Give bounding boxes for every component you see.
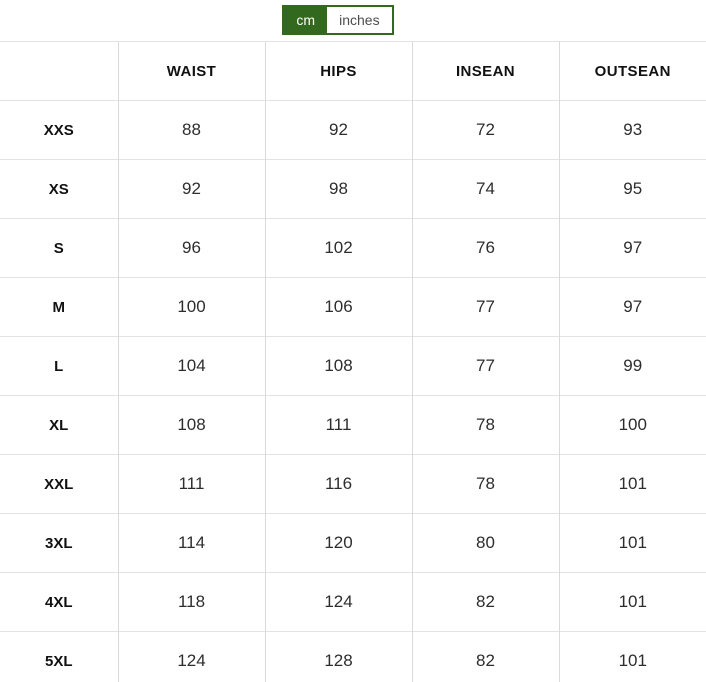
measurement-cell: 111 [117, 454, 265, 514]
header-row: WAIST HIPS INSEAN OUTSEAN [0, 41, 706, 101]
measurement-cell: 108 [264, 336, 412, 396]
measurement-cell: 77 [411, 336, 559, 396]
measurement-cell: 74 [411, 159, 559, 219]
measurement-cell: 100 [117, 277, 265, 337]
measurement-cell: 111 [264, 395, 412, 455]
size-label: 3XL [0, 513, 118, 573]
unit-toggle: cm inches [282, 5, 394, 35]
table-row: XXS 88 92 72 93 [0, 100, 706, 160]
size-label: S [0, 218, 118, 278]
corner-cell [0, 41, 118, 101]
measurement-cell: 124 [264, 572, 412, 632]
table-row: XS 92 98 74 95 [0, 159, 706, 219]
measurement-cell: 100 [558, 395, 706, 455]
size-label: XXS [0, 100, 118, 160]
measurement-cell: 101 [558, 454, 706, 514]
measurement-cell: 92 [117, 159, 265, 219]
measurement-cell: 101 [558, 513, 706, 573]
measurement-cell: 78 [411, 395, 559, 455]
table-row: XL 108 111 78 100 [0, 395, 706, 455]
measurement-cell: 78 [411, 454, 559, 514]
measurement-cell: 97 [558, 218, 706, 278]
table-body: XXS 88 92 72 93 XS 92 98 74 95 S 96 102 76 97 M 100 106 77… [0, 100, 706, 682]
measurement-cell: 104 [117, 336, 265, 396]
size-label: XXL [0, 454, 118, 514]
measurement-cell: 116 [264, 454, 412, 514]
table-row: 3XL 114 120 80 101 [0, 513, 706, 573]
measurement-cell: 77 [411, 277, 559, 337]
size-label: 4XL [0, 572, 118, 632]
size-label: L [0, 336, 118, 396]
measurement-cell: 82 [411, 631, 559, 682]
table-header: WAIST HIPS INSEAN OUTSEAN [0, 41, 706, 101]
measurement-cell: 82 [411, 572, 559, 632]
table-row: M 100 106 77 97 [0, 277, 706, 337]
table-row: XXL 111 116 78 101 [0, 454, 706, 514]
measurement-cell: 101 [558, 572, 706, 632]
measurement-cell: 108 [117, 395, 265, 455]
unit-cm-button[interactable]: cm [284, 7, 328, 33]
measurement-cell: 102 [264, 218, 412, 278]
measurement-cell: 97 [558, 277, 706, 337]
table-row: 5XL 124 128 82 101 [0, 631, 706, 682]
unit-toggle-area: cm inches [0, 0, 706, 41]
measurement-cell: 92 [264, 100, 412, 160]
measurement-cell: 120 [264, 513, 412, 573]
measurement-cell: 101 [558, 631, 706, 682]
measurement-cell: 88 [117, 100, 265, 160]
unit-inches-button[interactable]: inches [327, 7, 391, 33]
measurement-cell: 106 [264, 277, 412, 337]
measurement-cell: 114 [117, 513, 265, 573]
measurement-cell: 98 [264, 159, 412, 219]
measurement-cell: 124 [117, 631, 265, 682]
table-row: S 96 102 76 97 [0, 218, 706, 278]
size-chart-table: WAIST HIPS INSEAN OUTSEAN XXS 88 92 72 93 XS 92 98… [0, 41, 706, 682]
size-label: XS [0, 159, 118, 219]
measurement-cell: 93 [558, 100, 706, 160]
measurement-cell: 96 [117, 218, 265, 278]
table-row: 4XL 118 124 82 101 [0, 572, 706, 632]
size-label: 5XL [0, 631, 118, 682]
measurement-cell: 80 [411, 513, 559, 573]
column-header-waist: WAIST [117, 41, 265, 101]
column-header-hips: HIPS [264, 41, 412, 101]
column-header-insean: INSEAN [411, 41, 559, 101]
column-header-outsean: OUTSEAN [558, 41, 706, 101]
size-label: M [0, 277, 118, 337]
measurement-cell: 72 [411, 100, 559, 160]
measurement-cell: 76 [411, 218, 559, 278]
table-row: L 104 108 77 99 [0, 336, 706, 396]
measurement-cell: 128 [264, 631, 412, 682]
measurement-cell: 118 [117, 572, 265, 632]
measurement-cell: 99 [558, 336, 706, 396]
measurement-cell: 95 [558, 159, 706, 219]
size-label: XL [0, 395, 118, 455]
